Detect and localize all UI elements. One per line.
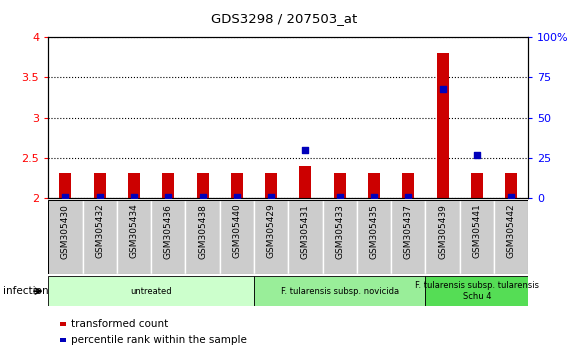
Bar [254,276,425,306]
Bar [60,173,72,198]
Point [198,194,207,199]
Text: GDS3298 / 207503_at: GDS3298 / 207503_at [211,12,357,25]
Bar [220,200,254,274]
Text: transformed count: transformed count [71,319,168,329]
Bar [117,200,151,274]
Bar [425,276,528,306]
Text: GSM305438: GSM305438 [198,204,207,259]
Bar [185,200,220,274]
Bar [494,200,528,274]
Bar [402,173,414,198]
Text: F. tularensis subsp. tularensis
Schu 4: F. tularensis subsp. tularensis Schu 4 [415,281,539,301]
Text: GSM305436: GSM305436 [164,204,173,259]
Bar [460,200,494,274]
Bar [231,173,243,198]
Bar [323,200,357,274]
Text: GSM305439: GSM305439 [438,204,447,259]
Bar [128,173,140,198]
Text: GSM305432: GSM305432 [95,204,104,258]
Point [61,194,70,199]
Point [232,194,241,199]
Text: F. tularensis subsp. novicida: F. tularensis subsp. novicida [281,287,399,296]
Point [404,194,413,199]
Point [438,86,447,92]
Point [164,194,173,199]
Point [335,194,344,199]
Bar [151,200,185,274]
Bar [82,200,117,274]
Bar [48,200,82,274]
Bar [197,173,208,198]
Bar [357,200,391,274]
Text: GSM305429: GSM305429 [266,204,275,258]
Point [507,194,516,199]
Point [472,152,481,158]
Bar [94,173,106,198]
Bar [333,173,346,198]
Text: untreated: untreated [130,287,172,296]
Bar [437,53,449,198]
Text: GSM305441: GSM305441 [473,204,481,258]
Bar [265,173,277,198]
Bar [288,200,323,274]
Bar [471,173,483,198]
Text: GSM305442: GSM305442 [507,204,516,258]
Point [301,147,310,153]
Text: GSM305433: GSM305433 [335,204,344,259]
Bar [425,200,460,274]
Point [369,194,378,199]
Bar [254,200,289,274]
Bar [162,173,174,198]
Bar [299,166,311,198]
Bar [48,276,254,306]
Bar [368,173,380,198]
Point [266,194,275,199]
Text: GSM305430: GSM305430 [61,204,70,259]
Text: infection: infection [3,286,48,296]
Text: GSM305437: GSM305437 [404,204,413,259]
Text: GSM305435: GSM305435 [369,204,378,259]
Bar [391,200,425,274]
Point [95,194,105,199]
Bar [505,173,517,198]
Text: percentile rank within the sample: percentile rank within the sample [71,335,247,345]
Text: GSM305431: GSM305431 [301,204,310,259]
Point [130,194,139,199]
Text: GSM305434: GSM305434 [130,204,139,258]
Text: GSM305440: GSM305440 [232,204,241,258]
